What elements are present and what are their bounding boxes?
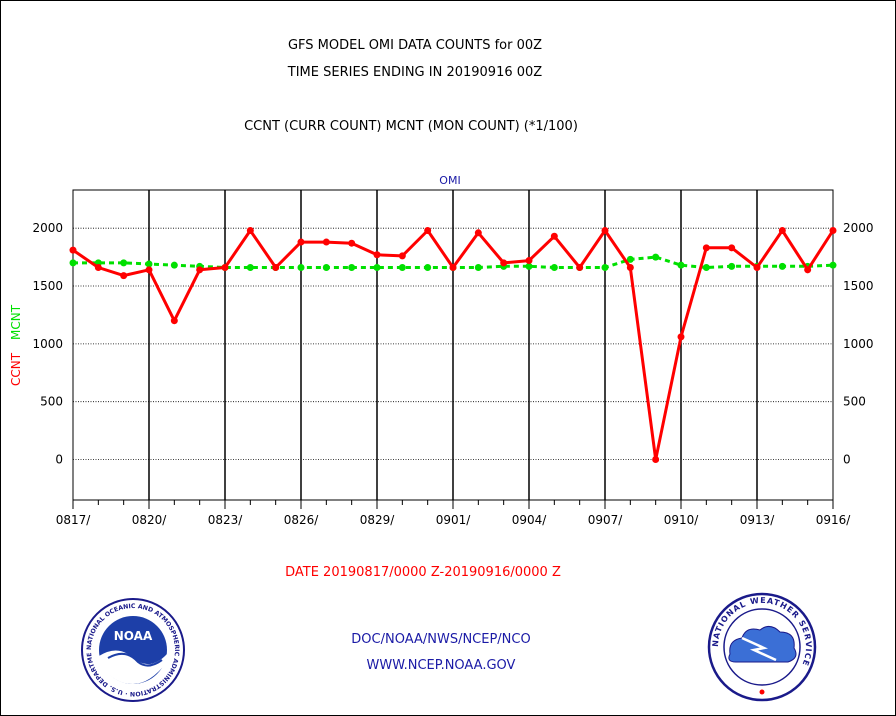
data-point-ccnt bbox=[398, 252, 406, 260]
data-point-mcnt bbox=[525, 262, 533, 270]
panel-title: OMI bbox=[439, 174, 460, 187]
y-tick-label-left: 500 bbox=[40, 395, 63, 409]
y-tick-label-right: 1500 bbox=[843, 279, 874, 293]
y-tick-label-right: 1000 bbox=[843, 337, 874, 351]
data-point-mcnt bbox=[601, 264, 609, 271]
x-tick-label: 0820/ bbox=[132, 513, 168, 527]
data-point-mcnt bbox=[652, 253, 660, 261]
data-point-ccnt bbox=[373, 251, 381, 259]
x-tick-label: 0817/ bbox=[56, 513, 92, 527]
data-point-ccnt bbox=[677, 333, 685, 341]
y-axis-label-ccnt: CCNT bbox=[9, 352, 23, 386]
x-tick-label: 0913/ bbox=[740, 513, 776, 527]
data-point-mcnt bbox=[474, 264, 482, 271]
data-point-ccnt bbox=[120, 272, 128, 280]
data-point-ccnt bbox=[525, 257, 533, 265]
data-point-ccnt bbox=[728, 244, 736, 252]
data-point-mcnt bbox=[702, 264, 710, 271]
data-point-ccnt bbox=[652, 456, 660, 464]
org-path-label: DOC/NOAA/NWS/NCEP/NCO bbox=[351, 632, 531, 647]
y-tick-label-left: 1000 bbox=[32, 337, 63, 351]
y-tick-label-left: 1500 bbox=[32, 279, 63, 293]
data-point-ccnt bbox=[145, 266, 153, 274]
x-tick-label: 0910/ bbox=[664, 513, 700, 527]
data-point-mcnt bbox=[424, 264, 432, 271]
data-point-ccnt bbox=[69, 246, 77, 254]
noaa-logo: NOAA NATIONAL OCEANIC AND ATMOSPHERIC AD… bbox=[78, 598, 185, 702]
data-point-ccnt bbox=[778, 226, 786, 234]
y-tick-label-right: 0 bbox=[843, 453, 851, 467]
y-tick-label-right: 2000 bbox=[843, 221, 874, 235]
data-point-ccnt bbox=[424, 226, 432, 234]
data-point-ccnt bbox=[170, 317, 178, 325]
data-point-ccnt bbox=[272, 264, 280, 271]
y-tick-label-right: 500 bbox=[843, 395, 866, 409]
data-point-ccnt bbox=[804, 266, 812, 274]
data-point-ccnt bbox=[550, 232, 558, 240]
data-point-ccnt bbox=[601, 226, 609, 234]
data-point-ccnt bbox=[500, 259, 508, 267]
data-point-mcnt bbox=[728, 262, 736, 270]
chart-title-line2: TIME SERIES ENDING IN 20190916 00Z bbox=[287, 65, 543, 80]
data-point-ccnt bbox=[829, 226, 837, 234]
data-point-mcnt bbox=[626, 255, 634, 263]
x-tick-label: 0904/ bbox=[512, 513, 548, 527]
data-point-ccnt bbox=[702, 244, 710, 252]
y-tick-label-left: 0 bbox=[55, 453, 63, 467]
y-axis-label-mcnt: MCNT bbox=[9, 304, 23, 340]
date-range-label: DATE 20190817/0000 Z-20190916/0000 Z bbox=[285, 565, 561, 580]
data-point-mcnt bbox=[145, 260, 153, 268]
data-point-mcnt bbox=[120, 259, 128, 267]
x-tick-label: 0826/ bbox=[284, 513, 320, 527]
data-point-ccnt bbox=[297, 238, 305, 246]
data-point-mcnt bbox=[829, 261, 837, 269]
website-label: WWW.NCEP.NOAA.GOV bbox=[366, 658, 516, 673]
data-point-ccnt bbox=[94, 264, 102, 271]
data-point-ccnt bbox=[221, 264, 229, 271]
data-point-mcnt bbox=[246, 264, 254, 271]
x-tick-label: 0907/ bbox=[588, 513, 624, 527]
nws-logo: NATIONAL WEATHER SERVICE bbox=[707, 592, 817, 702]
data-point-mcnt bbox=[322, 264, 330, 271]
data-point-mcnt bbox=[677, 261, 685, 269]
data-point-mcnt bbox=[348, 264, 356, 271]
x-tick-label: 0901/ bbox=[436, 513, 472, 527]
data-point-ccnt bbox=[753, 264, 761, 271]
data-point-mcnt bbox=[398, 264, 406, 271]
y-tick-label-left: 2000 bbox=[32, 221, 63, 235]
data-point-mcnt bbox=[778, 262, 786, 270]
data-point-mcnt bbox=[297, 264, 305, 271]
data-point-mcnt bbox=[373, 264, 381, 271]
x-tick-label: 0829/ bbox=[360, 513, 396, 527]
x-tick-label: 0823/ bbox=[208, 513, 244, 527]
x-tick-label: 0916/ bbox=[816, 513, 852, 527]
data-point-ccnt bbox=[348, 239, 356, 247]
noaa-logo-text: NOAA bbox=[114, 629, 153, 643]
data-point-ccnt bbox=[322, 238, 330, 246]
data-point-ccnt bbox=[626, 264, 634, 271]
data-point-mcnt bbox=[170, 261, 178, 269]
data-point-ccnt bbox=[196, 266, 204, 274]
data-point-ccnt bbox=[576, 264, 584, 271]
data-point-mcnt bbox=[69, 259, 77, 267]
data-point-ccnt bbox=[474, 229, 482, 237]
data-point-ccnt bbox=[246, 226, 254, 234]
chart-title-line3: CCNT (CURR COUNT) MCNT (MON COUNT) (*1/1… bbox=[244, 119, 578, 134]
chart-title-line1: GFS MODEL OMI DATA COUNTS for 00Z bbox=[287, 38, 543, 53]
data-point-mcnt bbox=[550, 264, 558, 271]
data-point-ccnt bbox=[449, 264, 457, 271]
